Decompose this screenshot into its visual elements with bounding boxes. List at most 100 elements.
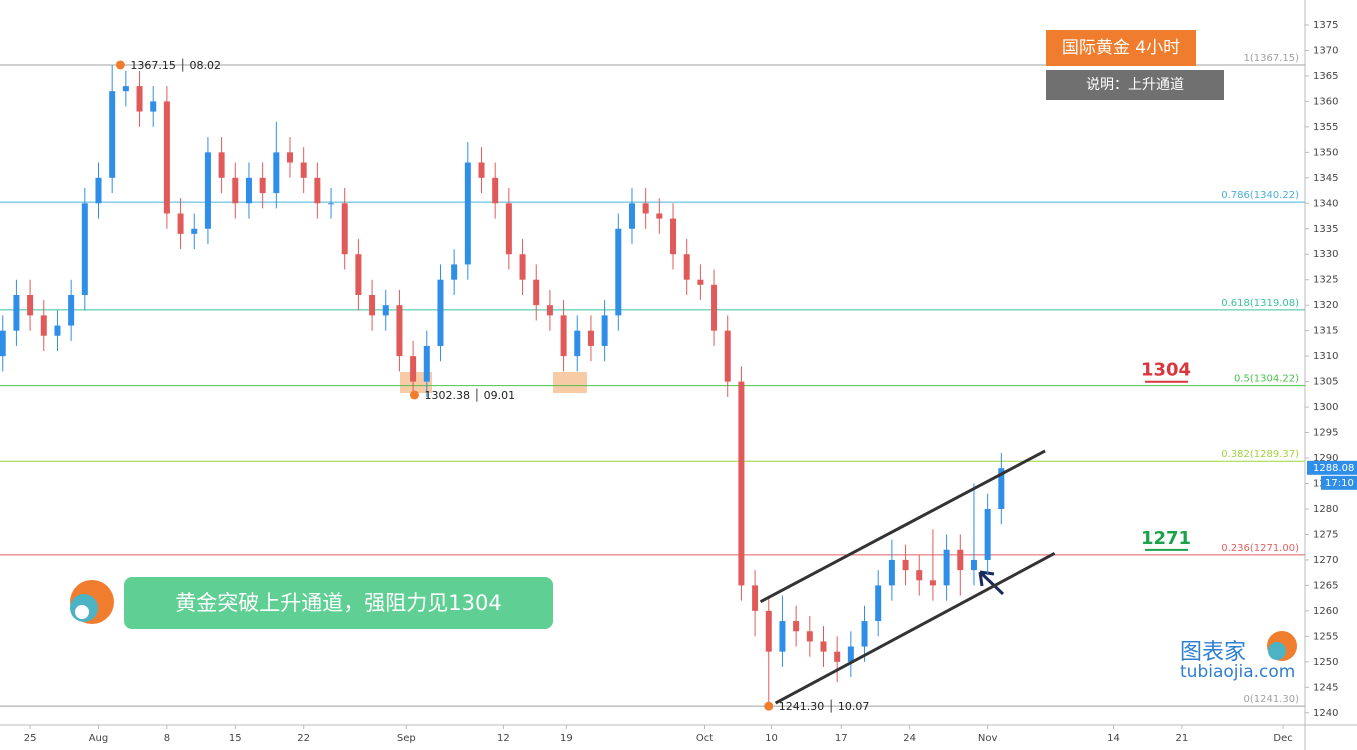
candle-body (109, 91, 116, 178)
candle-body (81, 203, 88, 295)
y-tick-label: 1345 (1313, 173, 1338, 184)
candle-body (970, 559, 977, 571)
candle-body (40, 315, 47, 336)
y-tick-label: 1375 (1313, 20, 1338, 31)
y-tick-label: 1340 (1313, 198, 1338, 209)
arrow (978, 570, 1005, 596)
message-pill: 黄金突破上升通道，强阻力见1304 (124, 577, 553, 629)
x-tick-label: Nov (978, 733, 998, 744)
level-label: 1304 (1141, 360, 1191, 381)
price-tag-bg (1307, 460, 1357, 475)
candle-body (122, 86, 129, 92)
extreme-label: 1241.30 │ 10.07 (779, 699, 870, 713)
candle-body (437, 279, 444, 346)
candle-body (355, 254, 362, 295)
fib-label: 0(1241.30) (1243, 694, 1299, 705)
y-tick-label: 1315 (1313, 326, 1338, 337)
support-zone (553, 372, 587, 393)
candle-body (806, 631, 813, 642)
candle-body (382, 305, 389, 316)
x-tick-label: 17 (835, 733, 848, 744)
candle-body (875, 585, 882, 622)
candle-body (245, 177, 252, 204)
candle-body (642, 203, 649, 214)
channel-line (774, 551, 1056, 705)
fib-label: 0.786(1340.22) (1221, 190, 1299, 201)
candle-body (820, 641, 827, 652)
candle-body (670, 218, 677, 255)
candle-body (505, 203, 512, 255)
channel-line (759, 449, 1046, 604)
fib-label: 0.382(1289.37) (1221, 449, 1299, 460)
candle-body (177, 213, 184, 234)
candle-body (628, 203, 635, 229)
y-tick-label: 1245 (1313, 682, 1338, 693)
candle-body (95, 177, 102, 204)
candle-body (478, 162, 485, 178)
x-tick-label: Sep (397, 733, 416, 744)
y-tick-label: 1350 (1313, 147, 1338, 158)
y-tick-label: 1310 (1313, 351, 1338, 362)
fib-label: 0.618(1319.08) (1221, 298, 1299, 309)
candle-body (27, 294, 34, 316)
level-label: 1271 (1141, 528, 1191, 549)
candle-body (615, 228, 622, 316)
extreme-dot (764, 701, 774, 711)
y-tick-label: 1325 (1313, 275, 1338, 286)
candle-body (0, 330, 6, 357)
y-tick-label: 1280 (1313, 504, 1338, 515)
candle-body (587, 330, 594, 346)
y-tick-label: 1370 (1313, 45, 1338, 56)
watermark-logo (1267, 631, 1297, 661)
extreme-label: 1367.15 │ 08.02 (130, 58, 221, 72)
candle-body (341, 203, 348, 255)
candle-body (492, 177, 499, 204)
candle-body (369, 294, 376, 316)
candle-body (232, 177, 239, 204)
y-tick-label: 1255 (1313, 631, 1338, 642)
watermark-site: tubiaojia.com (1180, 662, 1296, 682)
candle-body (314, 177, 321, 204)
y-tick-label: 1330 (1313, 249, 1338, 260)
candle-body (834, 651, 841, 662)
note-badge: 说明：上升通道 (1046, 70, 1224, 100)
fib-label: 1(1367.15) (1243, 53, 1299, 64)
time-tag-bg (1321, 475, 1357, 490)
time-tag: 17:10 (1325, 478, 1354, 489)
candle-body (601, 315, 608, 346)
x-tick-label: Dec (1273, 733, 1292, 744)
candle-body (451, 264, 458, 280)
y-tick-label: 1290 (1313, 453, 1338, 464)
candle-body (998, 468, 1005, 509)
fib-label: 0.5(1304.22) (1234, 374, 1299, 385)
candle-body (984, 508, 991, 560)
x-tick-label: Oct (696, 733, 713, 744)
candle-body (273, 152, 280, 194)
x-tick-label: 15 (229, 733, 242, 744)
price-tag: 1288.08 (1313, 463, 1354, 474)
candle-body (916, 570, 923, 581)
extreme-dot (115, 60, 125, 70)
candle-body (929, 580, 936, 586)
candle-body (943, 549, 950, 586)
extreme-dot (409, 390, 419, 400)
y-tick-label: 1240 (1313, 708, 1338, 719)
candle-body (13, 294, 20, 331)
candle-body (738, 381, 745, 586)
candle-body (54, 325, 61, 336)
candle-body (765, 610, 772, 652)
candle-body (560, 315, 567, 357)
x-tick-label: 24 (903, 733, 916, 744)
candle-body (191, 228, 198, 234)
fib-label: 0.236(1271.00) (1221, 543, 1299, 554)
x-tick-label: 10 (765, 733, 778, 744)
candle-body (204, 152, 211, 229)
candle-body (287, 152, 293, 163)
candle-body (519, 254, 526, 280)
y-tick-label: 1355 (1313, 122, 1338, 133)
candle-body (957, 549, 964, 571)
logo (70, 580, 114, 624)
x-tick-label: 22 (297, 733, 310, 744)
